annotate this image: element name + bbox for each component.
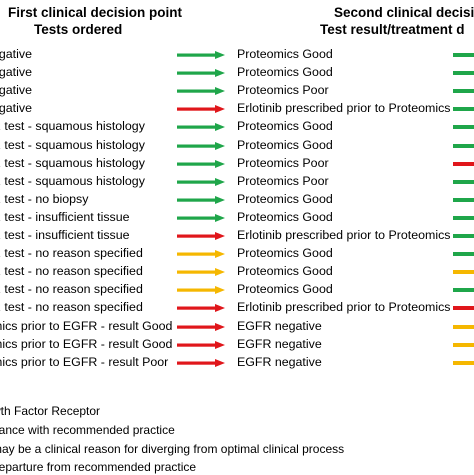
tests-ordered-label: R test - squamous histology [0,137,145,152]
test-result-label: Proteomics Good [237,119,333,134]
test-result-label: Proteomics Good [237,246,333,261]
decision-row: egative Proteomics Good [0,64,474,81]
tests-ordered-label: R test - squamous histology [0,155,145,170]
arrow-right-icon [177,250,225,259]
arrow-right-icon [177,159,225,168]
arrow-right-icon [177,358,225,367]
second-decision-arrow-icon [453,89,474,94]
second-decision-arrow-icon [453,234,474,238]
arrow-right-icon [177,322,225,331]
decision-row: R test - squamous histology Proteomics Po… [0,155,474,172]
test-result-label: Proteomics Poor [237,173,329,188]
arrow-right-icon [177,87,225,96]
test-result-label: Proteomics Good [237,282,333,297]
arrow-right-icon [177,177,225,186]
second-decision-arrow-icon [453,324,474,329]
arrow-right-icon [177,213,225,222]
arrow-right-icon [177,340,225,349]
arrow-right-icon [177,268,225,277]
test-result-label: Proteomics Good [237,209,333,224]
decision-row: mics prior to EGFR - result Poor EGFR neg… [0,354,474,371]
test-result-label: Proteomics Good [237,47,333,61]
second-decision-arrow-icon [453,197,474,202]
arrow-right-icon [177,195,225,204]
tests-ordered-label: R test - insufficient tissue [0,209,130,224]
test-result-label: Erlotinib prescribed prior to Proteomics [237,101,451,116]
decision-row: R test - squamous histology Proteomics Po… [0,173,474,190]
second-decision-arrow-icon [453,360,474,365]
tests-ordered-label: mics prior to EGFR - result Good [0,336,173,351]
tests-ordered-label: R test - no reason specified [0,246,143,261]
tests-ordered-label: R test - no reason specified [0,300,143,315]
legend-item-3: may be a clinical reason for diverging f… [0,442,345,456]
tests-ordered-label: R test - no reason specified [0,282,143,297]
arrow-right-icon [177,286,225,295]
tests-ordered-label: R test - squamous histology [0,173,145,188]
arrow-right-icon [177,304,225,313]
test-result-label: Proteomics Poor [237,83,329,98]
arrow-right-icon [177,105,225,114]
second-decision-arrow-icon [453,125,474,130]
tests-ordered-label: R test - squamous histology [0,119,145,134]
decision-row: egative Erlotinib prescribed prior to Pro… [0,100,474,117]
second-decision-arrow-icon [453,306,474,311]
test-result-label: Proteomics Good [237,264,333,279]
header-left-line2: Tests ordered [34,22,123,37]
arrow-right-icon [177,123,225,132]
arrow-right-icon [177,141,225,150]
arrow-right-icon [177,232,225,240]
tests-ordered-label: mics prior to EGFR - result Good [0,318,173,333]
second-decision-arrow-icon [453,71,474,76]
second-decision-arrow-icon [453,53,474,57]
decision-row: egative Proteomics Poor [0,82,474,99]
test-result-label: Proteomics Good [237,191,333,206]
second-decision-arrow-icon [453,215,474,220]
second-decision-arrow-icon [453,179,474,184]
tests-ordered-label: R test - no biopsy [0,191,89,206]
second-decision-arrow-icon [453,107,474,112]
decision-row: R test - squamous histology Proteomics Go… [0,137,474,154]
second-decision-arrow-icon [453,270,474,275]
decision-row: R test - squamous histology Proteomics Go… [0,118,474,135]
test-result-label: EGFR negative [237,354,322,369]
tests-ordered-label: egative [0,83,32,98]
test-result-label: Proteomics Good [237,65,333,80]
tests-ordered-label: egative [0,65,32,80]
test-result-label: Proteomics Good [237,137,333,152]
header-right-line1: Second clinical decisi [334,5,474,20]
tests-ordered-label: egative [0,47,32,61]
test-result-label: Proteomics Poor [237,155,329,170]
arrow-right-icon [177,51,225,59]
test-result-label: EGFR negative [237,336,322,351]
second-decision-arrow-icon [453,342,474,347]
tests-ordered-label: mics prior to EGFR - result Poor [0,354,169,369]
tests-ordered-label: egative [0,101,32,116]
decision-row: egative Proteomics Good [0,46,474,63]
decision-row: R test - insufficient tissue Erlotinib pr… [0,227,474,244]
decision-row: R test - no reason specified Proteomics G… [0,263,474,280]
legend-item-4: departure from recommended practice [0,460,197,474]
test-result-label: Erlotinib prescribed prior to Proteomics [237,300,451,315]
arrow-right-icon [177,69,225,78]
tests-ordered-label: R test - no reason specified [0,264,143,279]
second-decision-arrow-icon [453,161,474,166]
header-left-line1: First clinical decision point [8,5,183,20]
decision-row: R test - no biopsy Proteomics Good [0,191,474,208]
test-result-label: EGFR negative [237,318,322,333]
test-result-label: Erlotinib prescribed prior to Proteomics [237,228,451,242]
decision-row: R test - no reason specified Proteomics G… [0,245,474,262]
decision-row: R test - no reason specified Erlotinib pr… [0,299,474,316]
decision-row: mics prior to EGFR - result Good EGFR neg… [0,318,474,335]
second-decision-arrow-icon [453,288,474,293]
second-decision-arrow-icon [453,143,474,148]
legend-item-2: dance with recommended practice [0,423,175,437]
decision-row: mics prior to EGFR - result Good EGFR neg… [0,336,474,353]
decision-row: R test - no reason specified Proteomics G… [0,281,474,298]
legend-item-1: wth Factor Receptor [0,404,101,418]
header-right-line2: Test result/treatment d [320,22,465,37]
decision-row: R test - insufficient tissue Proteomics G… [0,209,474,226]
second-decision-arrow-icon [453,252,474,257]
tests-ordered-label: R test - insufficient tissue [0,228,130,242]
